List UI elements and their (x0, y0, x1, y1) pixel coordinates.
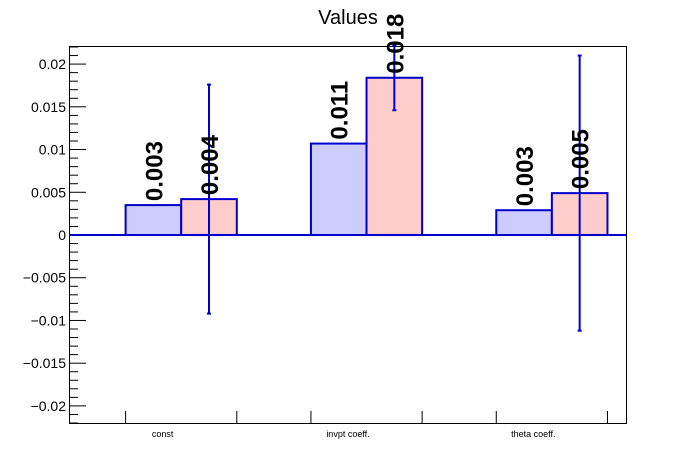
bar (495, 209, 553, 237)
y-tick-label: 0.01 (39, 142, 66, 158)
y-tick-label: −0.005 (23, 270, 66, 286)
data-label: 0.004 (197, 134, 224, 195)
error-bars (207, 44, 582, 332)
x-category-label: theta coeff. (511, 429, 555, 439)
plot-frame (69, 46, 627, 424)
y-tick-label: 0.005 (31, 184, 66, 200)
y-tick-label: −0.015 (23, 355, 66, 371)
data-label: 0.011 (327, 81, 354, 140)
data-label: 0.018 (382, 14, 409, 74)
y-tick-label: −0.01 (31, 312, 67, 328)
y-axis: 0.02 0.015 0.01 0.005 0 −0.005 −0.01 −0.015 −0.0… (23, 46, 86, 424)
chart-title: Values (318, 7, 378, 29)
data-label: 0.003 (512, 146, 539, 206)
data-label: 0.003 (141, 141, 168, 201)
x-category-label: const (152, 429, 174, 439)
data-labels: 0.003 0.011 0.003 0.004 0.018 0.005 (141, 14, 594, 207)
x-axis: const invpt coeff. theta coeff. (125, 411, 608, 439)
bar (309, 142, 368, 236)
data-label: 0.005 (568, 129, 595, 189)
y-tick-label: 0.015 (31, 99, 66, 115)
y-tick-label: 0.02 (39, 56, 66, 72)
y-tick-label: −0.02 (31, 398, 67, 414)
y-tick-label: 0 (58, 227, 66, 243)
bar (124, 204, 183, 237)
x-category-label: invpt coeff. (326, 429, 369, 439)
